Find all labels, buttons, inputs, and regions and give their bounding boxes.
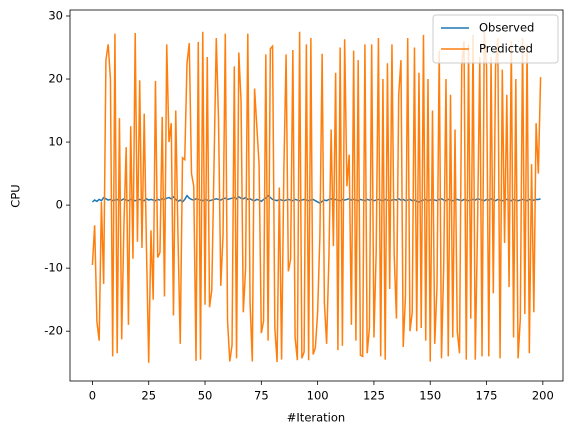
y-tick-label: 10 (48, 135, 63, 149)
x-tick-label: 100 (307, 389, 329, 403)
x-tick-label: 0 (89, 389, 96, 403)
legend-box (432, 14, 559, 64)
x-axis-label: #Iteration (287, 411, 345, 425)
y-tick-label: 20 (48, 72, 63, 86)
y-tick-label: 0 (56, 198, 63, 212)
y-tick-label: 30 (48, 8, 63, 22)
legend-label: Observed (479, 21, 534, 35)
x-tick-label: 200 (532, 389, 554, 403)
legend-label: Predicted (479, 42, 533, 56)
line-series (91, 194, 541, 205)
plot-frame (69, 9, 564, 382)
x-tick-label: 50 (198, 389, 213, 403)
x-tick-label: 25 (141, 389, 156, 403)
x-tick-label: 125 (363, 389, 385, 403)
y-tick-label: -10 (44, 261, 63, 275)
y-tick-label: -20 (44, 324, 63, 338)
x-tick-label: 150 (419, 389, 441, 403)
y-axis-label: CPU (9, 184, 23, 207)
x-tick-label: 75 (254, 389, 269, 403)
line-series (91, 31, 542, 363)
x-tick-label: 175 (476, 389, 498, 403)
legend: Observed Predicted (432, 14, 559, 64)
